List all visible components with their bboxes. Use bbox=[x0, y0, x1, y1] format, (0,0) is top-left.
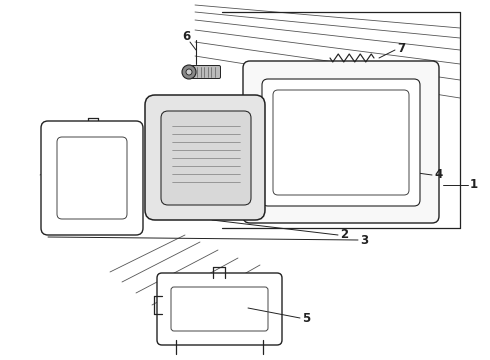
FancyBboxPatch shape bbox=[41, 121, 143, 235]
FancyBboxPatch shape bbox=[243, 61, 439, 223]
Text: 6: 6 bbox=[182, 30, 190, 42]
FancyBboxPatch shape bbox=[262, 79, 420, 206]
Text: 7: 7 bbox=[397, 41, 405, 54]
Text: 1: 1 bbox=[470, 179, 478, 192]
Circle shape bbox=[186, 69, 192, 75]
Text: 5: 5 bbox=[302, 311, 310, 324]
Text: 3: 3 bbox=[360, 234, 368, 247]
FancyBboxPatch shape bbox=[157, 273, 282, 345]
FancyBboxPatch shape bbox=[192, 66, 220, 78]
FancyBboxPatch shape bbox=[145, 95, 265, 220]
FancyBboxPatch shape bbox=[161, 111, 251, 205]
Text: 2: 2 bbox=[340, 229, 348, 242]
Text: 4: 4 bbox=[434, 168, 442, 181]
Circle shape bbox=[182, 65, 196, 79]
